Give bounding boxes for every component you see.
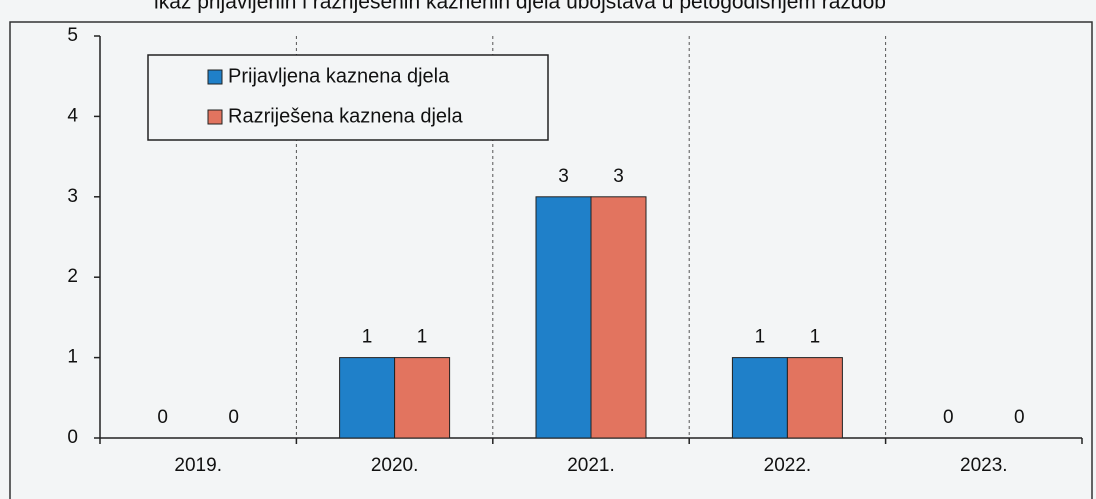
value-label: 1 bbox=[417, 327, 428, 348]
y-tick-label: 5 bbox=[67, 25, 78, 46]
value-label: 0 bbox=[228, 407, 239, 428]
y-tick-label: 0 bbox=[67, 427, 78, 448]
value-label: 0 bbox=[157, 407, 168, 428]
chart-title: ikaz prijavljenih i razriješenih kazneni… bbox=[154, 0, 886, 14]
legend-label: Prijavljena kaznena djela bbox=[228, 65, 450, 87]
value-label: 0 bbox=[943, 407, 954, 428]
y-tick-label: 4 bbox=[67, 105, 78, 126]
bar bbox=[339, 357, 396, 439]
legend-label: Razriješena kaznena djela bbox=[228, 105, 463, 127]
value-label: 3 bbox=[613, 166, 624, 187]
bar bbox=[786, 357, 843, 439]
x-tick-label: 2019. bbox=[174, 455, 222, 476]
chart-frame bbox=[9, 21, 1093, 499]
legend-swatch bbox=[207, 109, 223, 125]
bar bbox=[731, 357, 788, 439]
value-label: 0 bbox=[1014, 407, 1025, 428]
value-label: 1 bbox=[810, 327, 821, 348]
legend-box bbox=[147, 54, 549, 141]
value-label: 3 bbox=[558, 166, 569, 187]
bar bbox=[590, 196, 647, 439]
y-tick-label: 3 bbox=[67, 186, 78, 207]
value-label: 1 bbox=[755, 327, 766, 348]
legend-swatch bbox=[207, 69, 223, 85]
bar bbox=[535, 196, 592, 439]
x-tick-label: 2021. bbox=[567, 455, 615, 476]
y-tick-label: 2 bbox=[67, 266, 78, 287]
x-tick-label: 2023. bbox=[960, 455, 1008, 476]
x-tick-label: 2020. bbox=[371, 455, 419, 476]
bar bbox=[394, 357, 451, 439]
x-tick-label: 2022. bbox=[764, 455, 812, 476]
y-tick-label: 1 bbox=[67, 347, 78, 368]
value-label: 1 bbox=[362, 327, 373, 348]
